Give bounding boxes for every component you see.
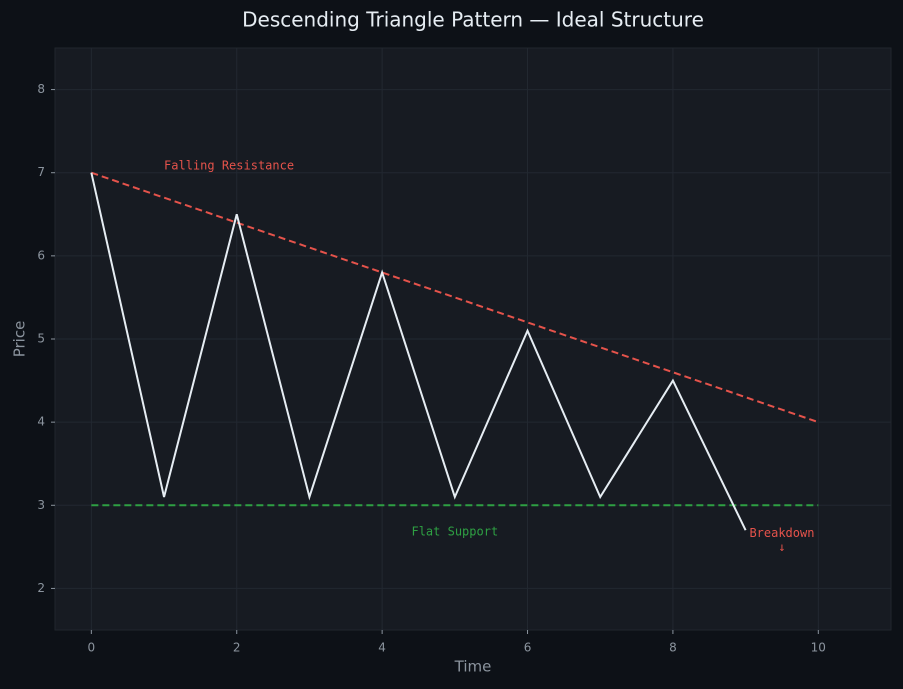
y-tick-label: 4 bbox=[37, 415, 45, 429]
annotation: Breakdown bbox=[749, 526, 814, 540]
x-tick-label: 6 bbox=[524, 641, 532, 655]
y-tick-label: 3 bbox=[37, 498, 45, 512]
x-tick-label: 8 bbox=[669, 641, 677, 655]
annotation: Flat Support bbox=[411, 524, 498, 538]
y-axis-label: Price bbox=[11, 321, 29, 358]
x-tick-label: 0 bbox=[88, 641, 96, 655]
y-tick-label: 2 bbox=[37, 581, 45, 595]
y-tick-label: 6 bbox=[37, 248, 45, 262]
trend-line bbox=[91, 171, 819, 424]
x-tick-label: 2 bbox=[233, 641, 241, 655]
y-tick-label: 8 bbox=[37, 82, 45, 96]
price-line bbox=[90, 172, 747, 531]
y-tick-label: 5 bbox=[37, 332, 45, 346]
y-tick-label: 7 bbox=[37, 165, 45, 179]
annotation: ↓ bbox=[778, 540, 785, 554]
chart-title: Descending Triangle Pattern — Ideal Stru… bbox=[242, 8, 704, 32]
x-tick-label: 4 bbox=[378, 641, 386, 655]
x-axis-label: Time bbox=[454, 658, 492, 676]
x-tick-label: 10 bbox=[811, 641, 826, 655]
annotation: Falling Resistance bbox=[164, 159, 294, 173]
